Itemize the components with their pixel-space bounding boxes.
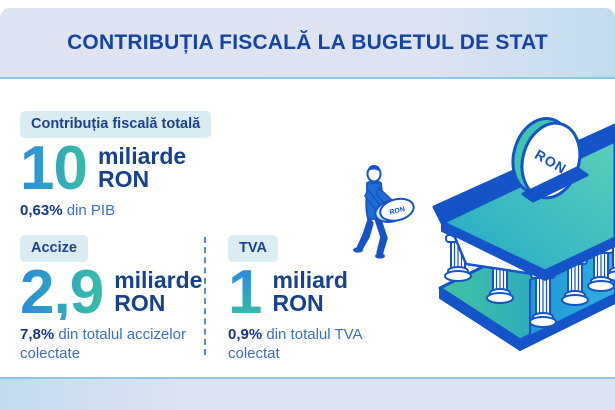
roof-coin: RON — [511, 117, 589, 203]
tva-stat: 0,9% din totalul TVA colectat — [228, 326, 406, 364]
section-accize: Accize 2,9 miliarde RON 7,8% din totalul… — [20, 235, 212, 364]
taxpayer-cap — [367, 165, 381, 172]
bank-illustration: RON — [353, 117, 615, 351]
tva-unit-line1: miliard — [272, 266, 348, 293]
accize-unit-line2: RON — [114, 290, 166, 317]
bank-building: RON — [432, 117, 615, 351]
carried-coin-label: RON — [389, 206, 406, 217]
accize-stat-percent: 7,8% — [20, 326, 55, 344]
taxpayer-front-shoe — [375, 253, 385, 259]
vertical-dashed-divider — [204, 237, 206, 355]
tva-figure-row: 1 miliard RON — [228, 257, 406, 327]
accize-stat: 7,8% din totalul accizelor colectate — [20, 326, 212, 364]
section-tva: TVA 1 miliard RON 0,9% din totalul TVA c… — [228, 235, 406, 364]
footer-band — [0, 377, 615, 410]
accize-stat-text: din totalul accizelor colectate — [20, 326, 186, 363]
taxpayer-figure: RON — [353, 165, 415, 259]
total-figure-row: 10 miliarde RON — [20, 133, 211, 203]
tva-badge: TVA — [228, 235, 278, 262]
taxpayer-back-shoe — [353, 247, 363, 253]
total-stat-text: din PIB — [66, 202, 116, 220]
tva-value: 1 — [228, 257, 262, 327]
header-band: CONTRIBUȚIA FISCALĂ LA BUGETUL DE STAT — [0, 8, 615, 79]
accize-value: 2,9 — [20, 257, 104, 327]
total-unit-line2: RON — [97, 166, 150, 193]
total-unit: miliarde RON — [97, 142, 187, 193]
tva-unit: miliard RON — [272, 266, 348, 317]
total-stat: 0,63% din PIB — [20, 202, 211, 221]
total-badge: Contribuția fiscală totală — [20, 111, 212, 138]
total-stat-percent: 0,63% — [20, 202, 63, 220]
accize-badge: Accize — [20, 235, 88, 262]
page-title: CONTRIBUȚIA FISCALĂ LA BUGETUL DE STAT — [67, 30, 548, 54]
tva-unit-line2: RON — [272, 290, 324, 317]
total-value: 10 — [20, 133, 88, 203]
section-total-contribution: Contribuția fiscală totală 10 miliarde R… — [20, 111, 212, 221]
carried-coin-face — [379, 197, 415, 222]
tva-stat-text: din totalul TVA colectat — [228, 326, 362, 363]
taxpayer-front-leg — [374, 218, 388, 256]
coin-slot — [521, 166, 589, 203]
accize-unit: miliarde RON — [114, 266, 203, 317]
tva-stat-percent: 0,9% — [228, 326, 263, 344]
accize-unit-line1: miliarde — [114, 266, 203, 293]
accize-figure-row: 2,9 miliarde RON — [20, 257, 212, 327]
pediment — [452, 233, 535, 276]
total-unit-line1: miliarde — [97, 142, 187, 169]
carried-coin: RON — [374, 197, 415, 223]
taxpayer-back-leg — [356, 216, 374, 252]
